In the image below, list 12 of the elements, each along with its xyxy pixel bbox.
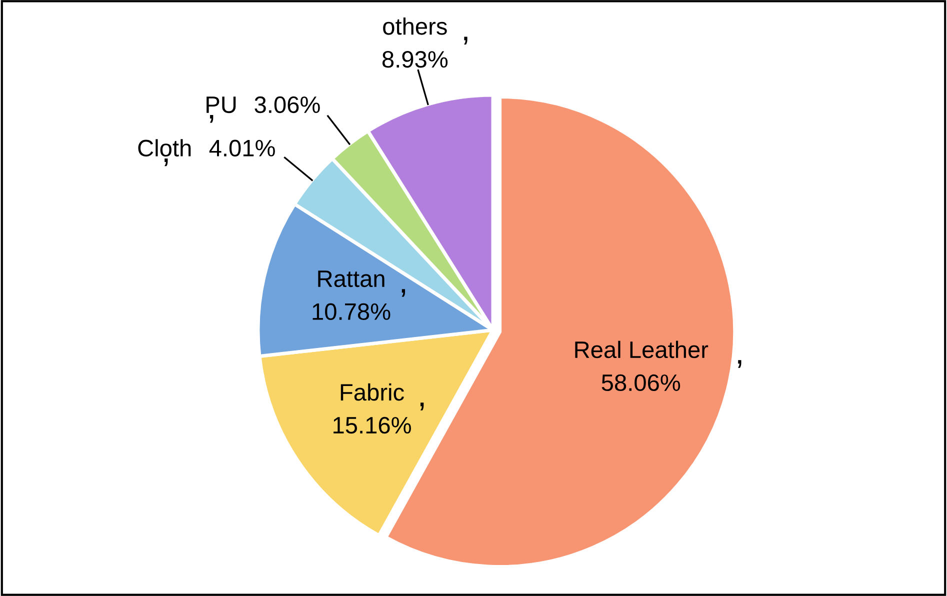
- slice-label: PU: [206, 96, 236, 114]
- slice-label: Cloth: [138, 139, 191, 157]
- data-label: 4.01%: [209, 140, 275, 157]
- data-label: 10.78%: [312, 303, 390, 320]
- data-label: 58.06%: [602, 374, 680, 392]
- slice-label: Fabric: [340, 383, 404, 401]
- data-label: 15.16%: [334, 416, 411, 434]
- data-label: 3.06%: [254, 96, 320, 114]
- slice-label: Real Leather: [575, 340, 708, 358]
- slice-label: others: [383, 17, 447, 35]
- data-label: 8.93%: [382, 50, 448, 68]
- slice-label: Rattan: [318, 270, 384, 288]
